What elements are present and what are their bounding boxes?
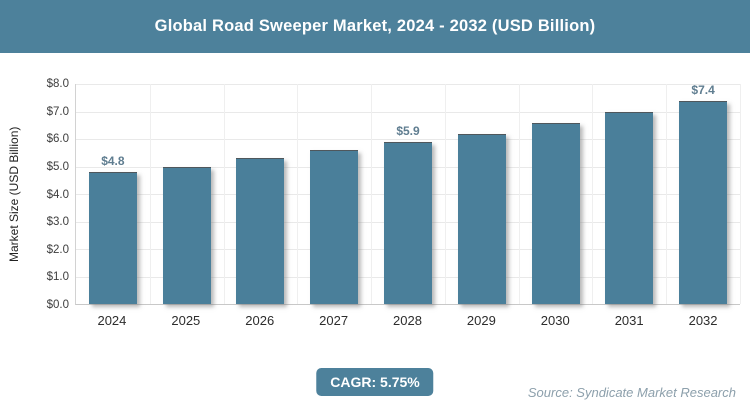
v-gridline — [518, 84, 520, 304]
h-gridline — [76, 111, 740, 113]
y-tick-label: $2.0 — [46, 243, 69, 256]
bar-2028 — [384, 141, 432, 304]
x-tick-label: 2032 — [688, 313, 718, 328]
source-text: Source: Syndicate Market Research — [527, 385, 736, 400]
bar-value-label: $5.9 — [396, 123, 420, 138]
x-tick-label: 2024 — [97, 313, 127, 328]
v-gridline — [297, 84, 299, 304]
chart-title-bar: Global Road Sweeper Market, 2024 - 2032 … — [0, 0, 750, 53]
cagr-badge: CAGR: 5.75% — [316, 368, 434, 396]
x-tick-label: 2031 — [614, 313, 644, 328]
chart-title: Global Road Sweeper Market, 2024 - 2032 … — [154, 17, 596, 35]
v-gridline — [740, 84, 741, 304]
bar-value-label: $7.4 — [691, 82, 715, 97]
y-tick-label: $6.0 — [46, 133, 69, 146]
y-tick-label: $1.0 — [46, 271, 69, 284]
bar-2030 — [531, 122, 580, 304]
bar-2027 — [310, 150, 359, 304]
plot-area: $4.8 $5.9 $7.4 — [75, 82, 741, 305]
y-tick-label: $7.0 — [46, 105, 69, 118]
bar-value-label: $4.8 — [101, 154, 125, 168]
v-gridline — [666, 84, 668, 304]
bar-2031 — [605, 111, 654, 304]
x-tick-label: 2029 — [466, 313, 496, 328]
x-tick-label: 2026 — [245, 313, 275, 328]
h-gridline — [76, 84, 740, 85]
bar-2024 — [88, 172, 137, 304]
v-gridline — [592, 84, 594, 304]
bar-2025 — [162, 166, 211, 304]
v-gridline — [149, 84, 151, 304]
y-tick-label: $4.0 — [46, 188, 69, 201]
y-axis-ticks: $0.0 $1.0 $2.0 $3.0 $4.0 $5.0 $6.0 $7.0 $8.0 — [0, 78, 69, 311]
v-gridline — [371, 84, 373, 304]
bar-2032 — [679, 100, 728, 304]
x-tick-label: 2025 — [171, 313, 201, 328]
v-gridline — [223, 84, 225, 304]
v-gridline — [444, 84, 446, 304]
y-tick-label: $3.0 — [46, 216, 69, 229]
y-tick-label: $8.0 — [46, 78, 69, 90]
x-tick-label: 2027 — [319, 313, 349, 328]
bar-2026 — [236, 158, 285, 304]
x-tick-label: 2030 — [540, 313, 570, 328]
y-tick-label: $0.0 — [46, 299, 69, 311]
y-tick-label: $5.0 — [46, 160, 69, 173]
x-tick-label: 2028 — [393, 313, 422, 328]
x-axis-labels: 2024 2025 2026 2027 2028 2029 2030 2031 2032 — [75, 313, 740, 333]
bar-2029 — [457, 133, 506, 304]
h-gridline — [76, 139, 740, 140]
